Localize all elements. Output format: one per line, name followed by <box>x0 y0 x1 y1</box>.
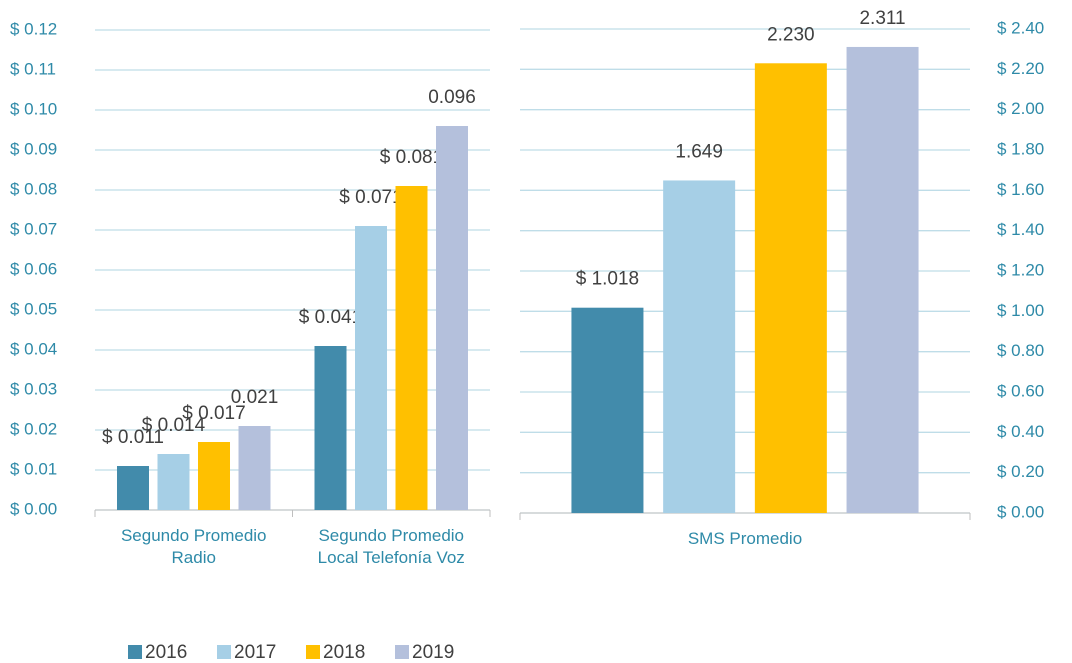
y-tick-label: $ 0.07 <box>10 219 57 238</box>
y-tick-label: $ 1.00 <box>997 301 1044 320</box>
legend-label: 2018 <box>323 642 365 663</box>
bar <box>754 63 827 514</box>
bar <box>846 46 919 513</box>
data-label: $ 0.071 <box>339 187 402 208</box>
y-tick-label: $ 1.20 <box>997 260 1044 279</box>
legend-label: 2017 <box>234 642 276 663</box>
y-tick-label: $ 0.04 <box>10 339 57 358</box>
data-label: $ 1.018 <box>576 269 639 290</box>
bar <box>663 180 736 513</box>
y-tick-label: $ 0.01 <box>10 459 57 478</box>
y-tick-label: $ 0.20 <box>997 462 1044 481</box>
bar <box>117 466 149 510</box>
y-tick-label: $ 0.00 <box>997 502 1044 521</box>
legend-label: 2016 <box>145 642 187 663</box>
y-tick-label: $ 0.02 <box>10 419 57 438</box>
y-tick-label: $ 0.08 <box>10 179 57 198</box>
data-label: $ 0.011 <box>102 427 164 448</box>
y-tick-label: $ 1.60 <box>997 180 1044 199</box>
data-label: $ 0.041 <box>299 307 362 328</box>
x-tick-label: Segundo Promedio Radio <box>120 526 267 567</box>
y-tick-label: $ 2.00 <box>997 99 1044 118</box>
bar <box>314 346 347 510</box>
bar <box>238 426 271 510</box>
bar <box>436 126 468 510</box>
y-tick-label: $ 1.80 <box>997 139 1044 158</box>
bar <box>571 307 644 513</box>
y-tick-label: $ 0.05 <box>10 299 57 318</box>
legend-label: 2019 <box>412 642 454 663</box>
bar <box>395 186 428 510</box>
legend-swatch <box>306 645 320 659</box>
y-tick-label: $ 0.09 <box>10 139 57 158</box>
bar <box>157 454 190 510</box>
y-tick-label: $ 0.03 <box>10 379 57 398</box>
x-tick-label: SMS Promedio <box>687 529 803 548</box>
data-label: $ 0.017 <box>182 403 245 424</box>
y-tick-label: $ 0.40 <box>997 422 1044 441</box>
data-label: 1.649 <box>675 141 723 162</box>
legend-swatch <box>128 645 142 659</box>
x-tick-label: Segundo Promedio Local Telefonía Voz <box>317 526 465 567</box>
legend-swatch <box>395 645 409 659</box>
data-label: 0.096 <box>428 87 476 108</box>
legend-swatch <box>217 645 231 659</box>
y-tick-label: $ 0.10 <box>10 99 57 118</box>
y-tick-label: $ 0.00 <box>10 499 57 518</box>
y-tick-label: $ 0.11 <box>10 59 56 78</box>
y-tick-label: $ 0.12 <box>10 19 57 38</box>
y-tick-label: $ 2.40 <box>997 18 1044 37</box>
y-tick-label: $ 0.06 <box>10 259 57 278</box>
data-label: $ 0.014 <box>142 415 206 436</box>
data-label: 2.311 <box>859 8 905 29</box>
y-tick-label: $ 0.80 <box>997 341 1044 360</box>
y-tick-label: $ 1.40 <box>997 220 1044 239</box>
data-label: 2.230 <box>767 24 815 45</box>
bar <box>355 226 387 510</box>
y-tick-label: $ 2.20 <box>997 59 1044 78</box>
bar <box>198 442 230 510</box>
data-label: $ 0.081 <box>380 147 443 168</box>
data-label: 0.021 <box>231 387 279 408</box>
y-tick-label: $ 0.60 <box>997 381 1044 400</box>
